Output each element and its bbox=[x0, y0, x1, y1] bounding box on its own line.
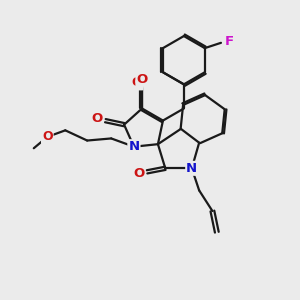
Text: O: O bbox=[131, 76, 142, 89]
Text: N: N bbox=[186, 162, 197, 175]
Text: F: F bbox=[225, 35, 234, 48]
Text: N: N bbox=[128, 140, 140, 153]
Text: O: O bbox=[136, 73, 148, 85]
Text: O: O bbox=[133, 167, 144, 180]
Text: O: O bbox=[92, 112, 103, 125]
Text: O: O bbox=[42, 130, 52, 143]
